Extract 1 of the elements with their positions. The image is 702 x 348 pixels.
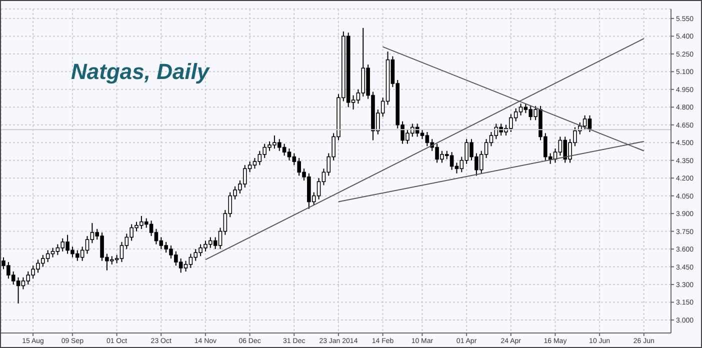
text: Natgas, Daily: [71, 59, 210, 85]
